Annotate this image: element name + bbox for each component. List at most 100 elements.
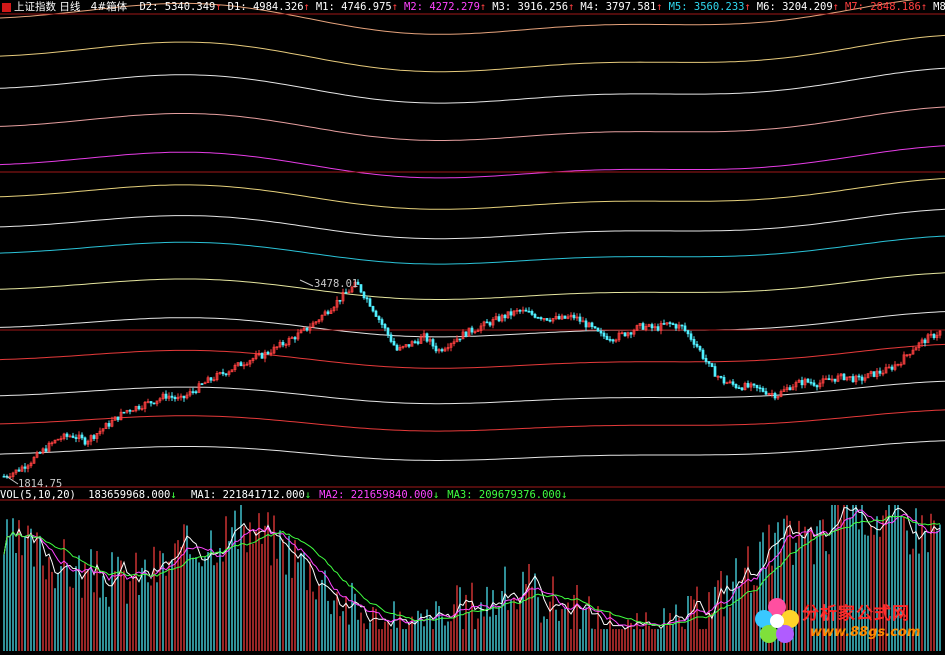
- candle-body: [83, 437, 87, 445]
- candles: [2, 279, 942, 480]
- candle-body: [89, 435, 93, 442]
- header-arrow-m5: ↑: [744, 1, 751, 13]
- candle-body: [863, 377, 867, 381]
- candle-body: [866, 373, 870, 379]
- candle-body: [803, 378, 807, 386]
- candle-body: [14, 469, 18, 474]
- candle-body: [557, 316, 561, 320]
- candle-body: [104, 423, 108, 430]
- candle-body: [521, 309, 525, 312]
- candle-body: [50, 442, 54, 445]
- candle-body: [410, 341, 414, 347]
- candle-body: [128, 409, 132, 412]
- candle-body: [143, 401, 147, 409]
- candle-body: [302, 327, 306, 331]
- volume-ma-values: MA1: 221841712.000↓ MA2: 221659840.000↓ MA…: [183, 489, 567, 501]
- volume-header: VOL(5,10,20) 183659968.000↓ MA1: 2218417…: [0, 488, 567, 502]
- candle-body: [452, 341, 456, 344]
- box-line-4: [0, 145, 945, 179]
- candle-body: [335, 299, 339, 308]
- header-item-m5: M5: 3560.233: [668, 1, 745, 13]
- box-line-11: [0, 380, 945, 405]
- candle-body: [809, 381, 813, 384]
- candle-body: [374, 310, 378, 317]
- candle-body: [878, 370, 882, 374]
- candle-body: [461, 331, 465, 340]
- candle-body: [437, 349, 441, 352]
- candle-body: [653, 326, 657, 329]
- candle-body: [845, 376, 849, 381]
- candle-body: [839, 373, 843, 377]
- candle-body: [578, 316, 582, 322]
- candle-body: [890, 366, 894, 370]
- candle-body: [245, 363, 249, 366]
- candle-body: [290, 337, 294, 339]
- candle-body: [608, 339, 612, 341]
- candle-body: [920, 339, 924, 344]
- candle-body: [482, 321, 486, 327]
- candle-body: [386, 327, 390, 336]
- candle-body: [566, 316, 570, 319]
- candle-body: [371, 306, 375, 312]
- candle-body: [170, 395, 174, 398]
- candle-body: [125, 409, 129, 413]
- candle-body: [752, 383, 756, 386]
- candle-body: [758, 387, 762, 390]
- candle-body: [704, 358, 708, 362]
- logo-title: 分析家公式网: [802, 604, 910, 624]
- candle-body: [785, 387, 789, 390]
- candle-body: [674, 324, 678, 329]
- volume-item-ma2: MA2: 221659840.000: [319, 489, 433, 501]
- candle-body: [659, 323, 663, 331]
- menu-square-icon[interactable]: [2, 2, 11, 12]
- candle-body: [218, 372, 222, 374]
- candle-body: [92, 435, 96, 439]
- box-line-5: [0, 178, 945, 210]
- box-line-6: [0, 208, 945, 240]
- candle-body: [746, 383, 750, 388]
- candle-body: [329, 310, 333, 314]
- candle-body: [677, 324, 681, 329]
- candle-body: [932, 333, 936, 339]
- header-arrow-m2: ↑: [479, 1, 487, 13]
- candle-body: [782, 389, 786, 392]
- candle-body: [407, 344, 411, 347]
- candle-body: [281, 341, 285, 346]
- candle-body: [359, 284, 363, 293]
- candle-body: [197, 383, 201, 393]
- candle-body: [836, 375, 840, 382]
- candle-body: [185, 394, 189, 399]
- header-title: 上证指数 日线: [14, 1, 81, 13]
- candle-body: [698, 346, 702, 351]
- header-item-d2: D2: 5340.349: [139, 1, 216, 13]
- candle-body: [110, 420, 114, 427]
- candle-body: [95, 433, 99, 439]
- high-annotation: 3478.01: [314, 278, 359, 290]
- candle-body: [860, 376, 864, 381]
- candle-body: [383, 324, 387, 329]
- candle-body: [524, 309, 528, 312]
- candle-body: [929, 333, 933, 336]
- candle-body: [602, 332, 606, 337]
- candle-body: [65, 433, 69, 437]
- candle-body: [905, 354, 909, 357]
- candle-body: [389, 334, 393, 342]
- candle-body: [713, 366, 717, 377]
- header-arrow-m4: ↑: [656, 1, 663, 13]
- candle-body: [797, 380, 801, 383]
- candle-body: [584, 320, 588, 328]
- candle-body: [53, 439, 57, 444]
- candle-body: [485, 321, 489, 324]
- candle-body: [173, 397, 177, 400]
- candle-body: [263, 351, 267, 359]
- candle-body: [911, 349, 915, 355]
- header-values: D2: 5340.349↑ D1: 4984.326↑ M1: 4746.975↑ M…: [133, 1, 945, 13]
- candle-body: [725, 382, 729, 385]
- candle-body: [230, 369, 234, 373]
- candle-body: [44, 448, 48, 452]
- candle-body: [770, 393, 774, 395]
- candle-body: [17, 469, 21, 472]
- candle-body: [668, 322, 672, 324]
